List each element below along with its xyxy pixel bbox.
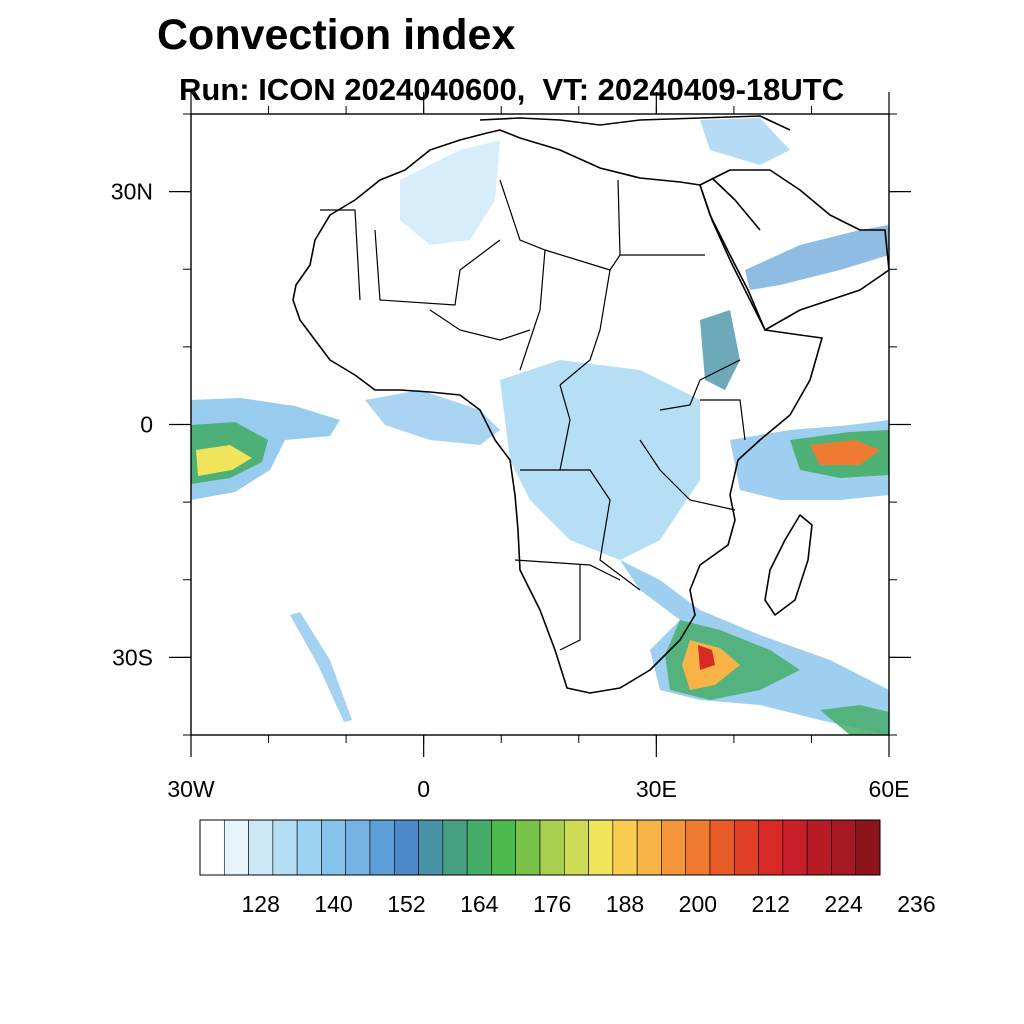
border-12 [659, 359, 741, 411]
border-7 [520, 469, 641, 591]
border-2 [374, 229, 501, 306]
colorbar-label: 224 [824, 891, 863, 917]
border-4 [519, 249, 546, 371]
colorbar-swatch [272, 819, 298, 876]
convection-max-southern-band [698, 645, 715, 670]
y-tick-label: 30N [111, 179, 153, 205]
convection-streak-south-atlantic [290, 612, 352, 722]
colorbar-swatch [466, 819, 492, 876]
convection-area-arabia [745, 225, 889, 290]
country-borders [320, 179, 746, 651]
border-14 [559, 384, 571, 471]
colorbar-swatch [806, 819, 832, 876]
border-13 [320, 209, 361, 301]
colorbar-swatch [393, 819, 419, 876]
africa-coastline [292, 129, 823, 694]
convection-peak-west-atlantic [196, 445, 252, 476]
border-5 [559, 269, 611, 386]
y-tick-label: 30S [112, 644, 153, 670]
border-3 [617, 179, 621, 256]
x-tick-label: 30W [167, 776, 215, 802]
border-9 [559, 565, 581, 651]
colorbar-swatch [539, 819, 565, 876]
colorbar-swatch [709, 819, 735, 876]
colorbar-swatch [685, 819, 711, 876]
colorbar-label: 140 [314, 891, 352, 917]
convection-peak-indian-ocean [810, 440, 880, 465]
x-tick-label: 0 [417, 776, 430, 802]
chart-title: Convection index [157, 11, 516, 59]
colorbar-label: 164 [460, 891, 499, 917]
colorbar-label: 152 [387, 891, 425, 917]
colorbar-swatch [831, 819, 857, 876]
coastlines [292, 115, 889, 694]
red-sea-east-coast [711, 177, 761, 231]
colorbar-label: 188 [606, 891, 644, 917]
border-6 [429, 309, 531, 341]
convection-area-central-africa [500, 360, 700, 560]
colorbar-swatch [418, 819, 444, 876]
colorbar-swatch [855, 819, 881, 876]
colorbar-swatch [636, 819, 662, 876]
convection-field [191, 118, 889, 735]
colorbar-swatch [563, 819, 589, 876]
colorbar-swatch [661, 819, 687, 876]
convection-area-southeast-corner [820, 705, 889, 735]
colorbar-swatch [588, 819, 614, 876]
colorbar-swatch [248, 819, 274, 876]
border-11 [700, 399, 746, 441]
convection-area-levant [700, 118, 790, 165]
mediterranean-north-coast [479, 115, 791, 131]
colorbar-swatch [345, 819, 371, 876]
colorbar-swatch [199, 819, 225, 876]
y-tick-label: 0 [140, 412, 153, 438]
colorbar-swatch [782, 819, 808, 876]
colorbar-label: 128 [242, 891, 280, 917]
colorbar-label: 176 [533, 891, 571, 917]
colorbar-swatch [758, 819, 784, 876]
convection-area-sahara [400, 140, 500, 245]
madagascar-coastline [764, 514, 813, 616]
colorbar-swatch [369, 819, 395, 876]
colorbar-swatch [223, 819, 249, 876]
border-1 [499, 179, 705, 271]
map-axes: 30W 0 30E 60E 30N 0 30S [111, 92, 911, 802]
colorbar-swatch [296, 819, 322, 876]
colorbar-swatch [733, 819, 759, 876]
arabia-coastline [699, 169, 889, 331]
colorbar: 128 140 152 164 176 188 200 212 224 236 [199, 819, 936, 917]
convection-area-gulf-guinea [365, 390, 500, 445]
x-tick-label: 60E [869, 776, 910, 802]
border-10 [639, 439, 736, 511]
colorbar-swatch [515, 819, 541, 876]
colorbar-label: 236 [897, 891, 935, 917]
colorbar-swatch [321, 819, 347, 876]
colorbar-swatch [442, 819, 468, 876]
colorbar-label: 212 [752, 891, 790, 917]
border-8 [514, 559, 621, 581]
x-tick-label: 30E [636, 776, 677, 802]
colorbar-swatch [612, 819, 638, 876]
colorbar-swatch [491, 819, 517, 876]
colorbar-frame [199, 819, 881, 876]
colorbar-label: 200 [679, 891, 717, 917]
chart-subtitle: Run: ICON 2024040600, VT: 20240409-18UTC [179, 72, 845, 107]
convection-area-ethiopia [700, 310, 740, 390]
